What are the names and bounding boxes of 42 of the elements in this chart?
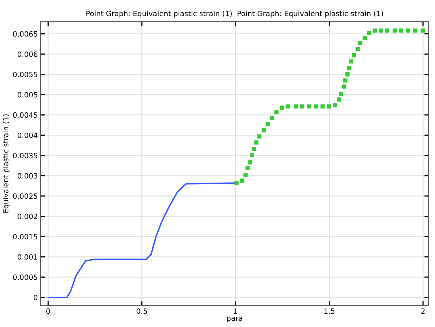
point (420, 28, 425, 33)
point (248, 160, 252, 165)
point (379, 28, 384, 33)
point (342, 84, 346, 89)
point (234, 181, 239, 186)
point (252, 147, 256, 152)
point (327, 104, 332, 109)
point (262, 128, 266, 133)
point (414, 28, 418, 33)
point (286, 104, 290, 109)
point (280, 106, 284, 110)
point (270, 116, 274, 120)
point (343, 78, 348, 83)
point (300, 104, 304, 109)
point (385, 28, 390, 33)
point (373, 28, 378, 33)
point (333, 102, 338, 108)
point (258, 134, 262, 139)
point (294, 104, 298, 109)
point (320, 104, 325, 109)
point (392, 28, 398, 33)
point (266, 122, 270, 127)
point (246, 166, 250, 170)
point (356, 47, 360, 52)
point (349, 60, 354, 64)
point (307, 104, 312, 109)
point (358, 41, 363, 46)
point (362, 36, 368, 40)
point (339, 92, 344, 96)
point (240, 178, 244, 183)
point (274, 110, 279, 114)
point (347, 66, 352, 71)
point (254, 140, 259, 145)
point (250, 153, 254, 158)
point (367, 31, 372, 36)
point (346, 72, 350, 77)
point (314, 104, 318, 109)
point (244, 173, 248, 178)
point (399, 28, 404, 33)
point (406, 28, 410, 33)
point (337, 98, 342, 102)
point (352, 53, 356, 58)
